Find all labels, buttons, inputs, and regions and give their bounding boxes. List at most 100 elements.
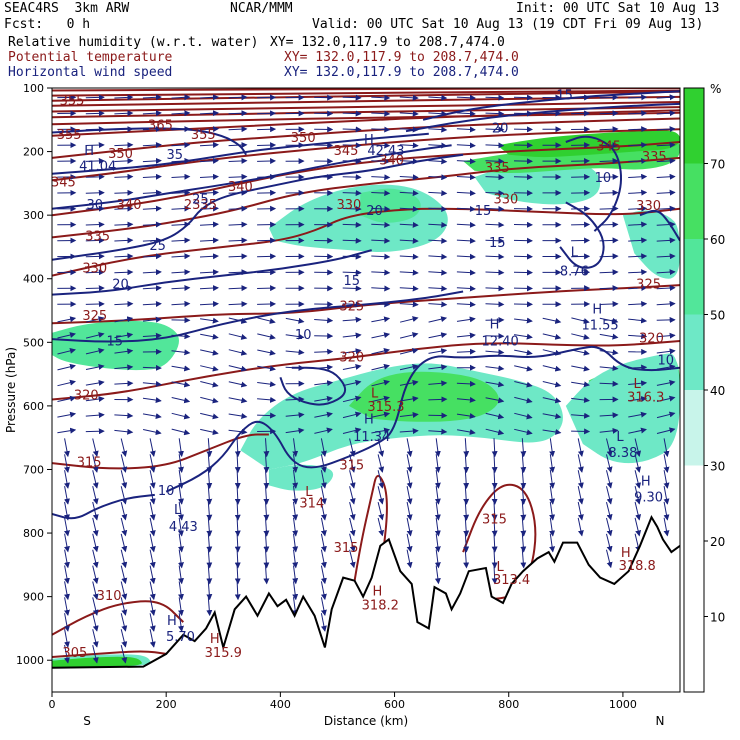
field-theta-name: Potential temperature <box>8 50 173 65</box>
wind-vector <box>114 428 134 435</box>
wind-vector <box>200 428 219 436</box>
wind-vector <box>485 142 505 149</box>
wind-vector <box>399 221 419 228</box>
wind-vector <box>234 517 241 537</box>
wind-vector <box>320 438 327 457</box>
wind-vector <box>371 348 390 355</box>
wind-vector <box>377 517 385 537</box>
wind-vector <box>514 396 533 404</box>
contour-label: 305 <box>62 646 87 661</box>
wind-vector <box>456 316 476 323</box>
wind-vector <box>520 485 527 505</box>
wind-vector <box>599 365 619 372</box>
wind-vector <box>120 438 128 457</box>
wind-vector <box>149 565 156 585</box>
wind-contour-10-11 <box>559 201 605 269</box>
wind-contour-35-6 <box>52 132 429 175</box>
wind-vector <box>371 158 391 165</box>
wind-vector <box>314 317 334 324</box>
rh-region-13 <box>268 464 334 491</box>
wind-vector <box>292 517 299 537</box>
wind-vector <box>120 501 128 521</box>
wind-vector <box>149 517 156 537</box>
wind-vector <box>628 94 648 101</box>
wind-vector <box>456 126 476 133</box>
wind-vector <box>199 189 219 196</box>
colorbar-tick-label: 30 <box>710 460 725 474</box>
wind-vector <box>399 285 419 292</box>
wind-vector <box>371 316 391 323</box>
wind-vector <box>428 142 448 149</box>
wind-vector <box>206 565 213 585</box>
wind-vector <box>514 412 533 420</box>
wind-vector <box>263 565 270 585</box>
wind-vector <box>634 470 642 489</box>
wind-vector <box>463 454 470 474</box>
wind-vector <box>434 549 441 569</box>
wind-vector <box>428 174 448 181</box>
wind-vector <box>485 333 505 340</box>
wind-vector <box>142 429 162 436</box>
wind-vector <box>663 438 670 458</box>
contour-label: H <box>592 303 602 318</box>
wind-vector <box>57 427 77 434</box>
wind-vector <box>263 549 270 569</box>
wind-vector <box>120 629 128 648</box>
wind-vector <box>257 285 277 292</box>
wind-vector <box>520 501 527 521</box>
wind-vector <box>171 269 191 276</box>
wind-vector <box>571 333 590 340</box>
wind-vector <box>142 316 162 323</box>
wind-vector <box>485 412 505 420</box>
wind-vector <box>92 644 99 664</box>
wind-vector <box>491 549 498 569</box>
contour-label: 316.3 <box>627 390 664 405</box>
wind-vector <box>85 316 105 323</box>
wind-vector <box>599 94 619 101</box>
wind-vector <box>371 94 391 101</box>
wind-vector <box>514 428 533 436</box>
contour-label: H <box>364 133 374 148</box>
wind-vector <box>228 157 248 164</box>
wind-vector <box>149 628 156 648</box>
wind-vector <box>371 110 391 117</box>
wind-vector <box>85 205 105 212</box>
wind-vector <box>149 438 156 457</box>
wind-vector <box>257 110 277 117</box>
wind-vector <box>463 469 470 489</box>
wind-vector <box>285 349 305 356</box>
wind-vector <box>399 206 419 213</box>
contour-label: 313.4 <box>493 573 530 588</box>
wind-vector <box>342 411 362 419</box>
wind-vector <box>57 395 77 402</box>
wind-vector <box>485 365 505 372</box>
wind-vector <box>320 549 327 569</box>
wind-vector <box>456 332 476 339</box>
wind-vector <box>85 364 105 370</box>
wind-vector <box>371 126 391 133</box>
wind-vector <box>142 157 162 164</box>
contour-label: 318.8 <box>619 559 656 574</box>
wind-vector <box>178 549 184 569</box>
wind-vector <box>120 613 128 632</box>
wind-vector <box>85 126 105 133</box>
contour-label: 325 <box>339 300 364 315</box>
wind-vector <box>456 142 476 149</box>
contour-label: L <box>174 503 182 518</box>
wind-vector <box>434 533 441 553</box>
wind-vector <box>399 110 419 117</box>
wind-vector <box>656 411 676 419</box>
wind-vector <box>199 126 219 133</box>
wind-vector <box>342 285 362 292</box>
wind-vector <box>228 269 248 276</box>
wind-vector <box>599 253 619 260</box>
wind-vector <box>456 269 476 276</box>
wind-vector <box>656 300 676 307</box>
valid-label: Valid: 00 UTC Sat 10 Aug 13 (19 CDT Fri … <box>312 17 704 32</box>
contour-label: 315 <box>77 455 102 470</box>
contour-label: 340 <box>379 153 404 168</box>
wind-vector <box>228 142 248 149</box>
wind-vector <box>257 412 277 419</box>
wind-vector <box>149 581 156 601</box>
wind-vector <box>491 485 498 505</box>
